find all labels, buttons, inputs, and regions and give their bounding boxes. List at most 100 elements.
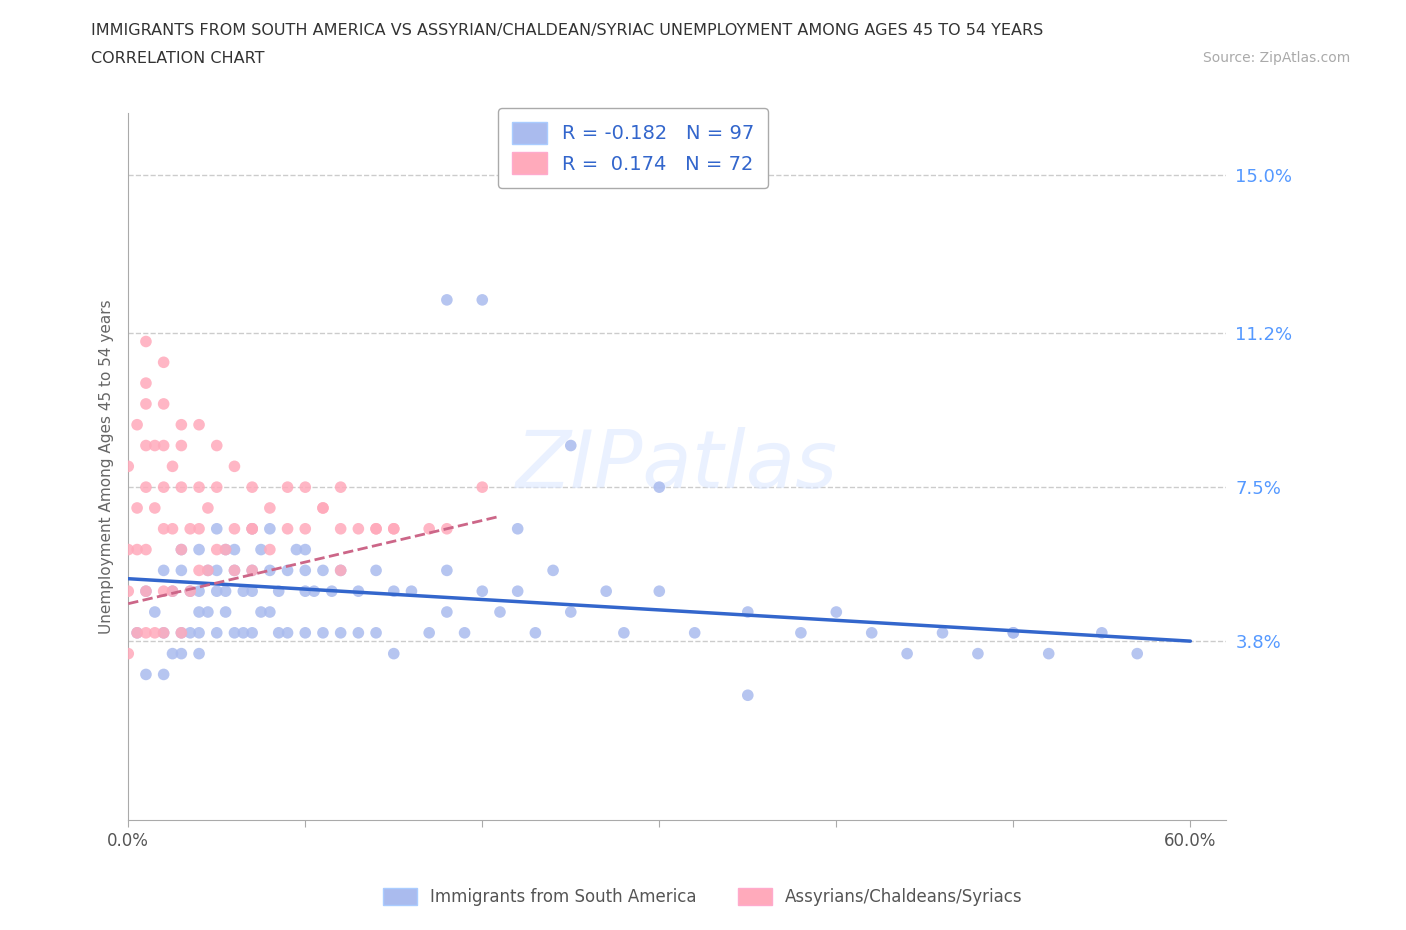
Point <box>214 584 236 599</box>
Point <box>170 542 193 557</box>
Point <box>205 522 228 537</box>
Point <box>294 584 316 599</box>
Point <box>418 522 440 537</box>
Point <box>967 646 990 661</box>
Point <box>135 376 157 391</box>
Point <box>347 522 370 537</box>
Point <box>127 500 149 515</box>
Point <box>250 542 273 557</box>
Point <box>613 625 636 640</box>
Point <box>1091 625 1114 640</box>
Point <box>302 584 325 599</box>
Point <box>471 292 494 307</box>
Point <box>188 625 211 640</box>
Point <box>790 625 813 640</box>
Point <box>135 625 157 640</box>
Point <box>179 625 201 640</box>
Point <box>259 563 281 578</box>
Point <box>170 418 193 432</box>
Point <box>170 480 193 495</box>
Point <box>312 563 335 578</box>
Point <box>329 563 352 578</box>
Point <box>135 584 157 599</box>
Point <box>170 625 193 640</box>
Point <box>648 480 671 495</box>
Point <box>436 522 458 537</box>
Point <box>560 604 582 619</box>
Point <box>135 396 157 411</box>
Point <box>135 438 157 453</box>
Point <box>259 500 281 515</box>
Point <box>737 604 759 619</box>
Point <box>205 563 228 578</box>
Point <box>489 604 512 619</box>
Point <box>240 522 263 537</box>
Point <box>595 584 617 599</box>
Point <box>162 458 184 473</box>
Point <box>152 480 174 495</box>
Point <box>418 625 440 640</box>
Point <box>143 604 166 619</box>
Point <box>1002 625 1025 640</box>
Point <box>648 584 671 599</box>
Point <box>188 522 211 537</box>
Point <box>277 563 299 578</box>
Point <box>224 458 246 473</box>
Point <box>179 522 201 537</box>
Point <box>135 584 157 599</box>
Point <box>294 480 316 495</box>
Point <box>683 625 706 640</box>
Point <box>401 584 423 599</box>
Point <box>232 584 254 599</box>
Point <box>205 625 228 640</box>
Point <box>364 522 387 537</box>
Point <box>321 584 343 599</box>
Text: Source: ZipAtlas.com: Source: ZipAtlas.com <box>1202 51 1350 65</box>
Point <box>170 646 193 661</box>
Point <box>127 418 149 432</box>
Point <box>170 438 193 453</box>
Point <box>860 625 883 640</box>
Point <box>524 625 547 640</box>
Point <box>382 584 405 599</box>
Point <box>1126 646 1149 661</box>
Point <box>382 522 405 537</box>
Point <box>117 584 139 599</box>
Point <box>471 584 494 599</box>
Point <box>506 522 529 537</box>
Point <box>152 625 174 640</box>
Point <box>436 292 458 307</box>
Point <box>205 480 228 495</box>
Point <box>214 604 236 619</box>
Point <box>127 542 149 557</box>
Point <box>224 563 246 578</box>
Point <box>896 646 918 661</box>
Point <box>382 522 405 537</box>
Point <box>267 584 290 599</box>
Point <box>1038 646 1060 661</box>
Point <box>152 667 174 682</box>
Point <box>127 625 149 640</box>
Point <box>312 500 335 515</box>
Point <box>188 646 211 661</box>
Point <box>170 563 193 578</box>
Point <box>224 542 246 557</box>
Point <box>240 584 263 599</box>
Point <box>285 542 308 557</box>
Point <box>197 604 219 619</box>
Point <box>152 396 174 411</box>
Point <box>152 522 174 537</box>
Point <box>143 438 166 453</box>
Point <box>117 542 139 557</box>
Point <box>294 542 316 557</box>
Point <box>188 584 211 599</box>
Point <box>240 480 263 495</box>
Point <box>347 625 370 640</box>
Point <box>152 563 174 578</box>
Point <box>329 625 352 640</box>
Point <box>224 522 246 537</box>
Point <box>179 584 201 599</box>
Point <box>214 542 236 557</box>
Point <box>135 667 157 682</box>
Point <box>267 625 290 640</box>
